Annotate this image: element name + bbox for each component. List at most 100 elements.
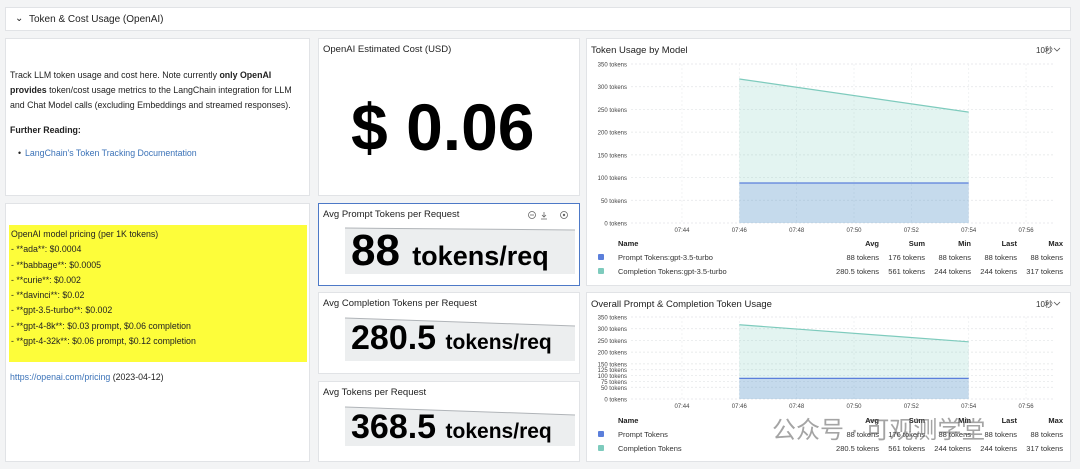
stat-panel[interactable]: Avg Prompt Tokens per Request 88 tokens/… xyxy=(318,203,580,286)
x-tick-label: 07:48 xyxy=(789,228,805,234)
legend-header: Avg xyxy=(865,416,879,425)
sparkline xyxy=(344,406,576,446)
y-tick-label: 250 tokens xyxy=(598,108,627,114)
x-tick-label: 07:54 xyxy=(961,404,977,410)
watermark: 公众号 · 可观测学堂 xyxy=(772,417,986,444)
value: 368.5 xyxy=(351,408,437,446)
legend-stat: 561 tokens xyxy=(888,444,925,453)
unit: tokens/req xyxy=(412,241,549,271)
y-tick-label: 350 tokens xyxy=(598,316,627,322)
pricing-line: - **gpt-4-32k**: $0.06 prompt, $0.12 com… xyxy=(11,336,196,347)
legend-stat: 280.5 tokens xyxy=(836,267,879,276)
pricing-link[interactable]: https://openai.com/pricing xyxy=(10,372,111,382)
legend-header: Max xyxy=(1048,416,1063,425)
sparkline xyxy=(344,317,576,361)
series-line xyxy=(739,78,969,113)
series-area xyxy=(739,378,969,399)
x-tick-label: 07:44 xyxy=(674,404,690,410)
legend-stat: 244 tokens xyxy=(934,267,971,276)
y-tick-label: 350 tokens xyxy=(598,63,627,69)
y-tick-label: 0 tokens xyxy=(604,398,627,404)
chart-panel: Token Usage by Model 10秒 0 tokens 50 tokens… xyxy=(586,38,1071,286)
legend-stat: 88 tokens xyxy=(984,430,1017,439)
stat-value: 280.5 tokens/req xyxy=(351,319,552,358)
bold-text: only OpenAI provides xyxy=(10,70,272,95)
stat-panel: Avg Completion Tokens per Request 280.5 … xyxy=(318,292,580,374)
y-tick-label: 200 tokens xyxy=(598,351,627,357)
legend-stat: 176 tokens xyxy=(888,430,925,439)
legend-stat: 176 tokens xyxy=(888,253,925,262)
legend-stat: 88 tokens xyxy=(846,253,879,262)
x-tick-label: 07:56 xyxy=(1019,228,1035,234)
stat-value: 368.5 tokens/req xyxy=(351,408,552,447)
sparkline xyxy=(344,211,576,274)
text: Track LLM token usage and cost here. Not… xyxy=(10,70,220,80)
x-tick-label: 07:46 xyxy=(732,404,748,410)
value: 88 xyxy=(351,226,400,275)
currency: $ xyxy=(351,90,388,164)
chart: Token Usage by Model 10秒 0 tokens 50 tokens… xyxy=(591,45,1064,276)
row-header[interactable]: ⌄ Token & Cost Usage (OpenAI) xyxy=(5,7,1071,31)
legend-swatch xyxy=(598,254,604,260)
y-tick-label: 300 tokens xyxy=(598,327,627,333)
value: 0.06 xyxy=(406,90,535,164)
stat-value: $ 0.06 xyxy=(351,89,535,165)
panel-title: Avg Tokens per Request xyxy=(323,387,427,398)
legend-header: Min xyxy=(958,416,971,425)
unit: tokens/req xyxy=(445,420,552,443)
value: 280.5 xyxy=(351,319,437,357)
pricing-box: OpenAI model pricing (per 1K tokens) - **… xyxy=(9,225,307,362)
legend-stat: 88 tokens xyxy=(846,430,879,439)
legend-header: Sum xyxy=(909,239,926,248)
pricing-line: - **davinci**: $0.02 xyxy=(11,290,85,301)
pricing-line: - **gpt-4-8k**: $0.03 prompt, $0.06 comp… xyxy=(11,320,191,331)
stat-value: 88 tokens/req xyxy=(351,226,549,276)
y-tick-label: 200 tokens xyxy=(598,131,627,137)
legend-header: Sum xyxy=(909,416,926,425)
legend-header: Min xyxy=(958,239,971,248)
legend-stat: 561 tokens xyxy=(888,267,925,276)
unit: tokens/req xyxy=(445,331,552,354)
legend-swatch xyxy=(598,445,604,451)
stat-panel: Avg Tokens per Request 368.5 tokens/req xyxy=(318,381,580,462)
y-tick-label: 150 tokens xyxy=(598,153,627,159)
y-tick-label: 75 tokens xyxy=(601,380,627,386)
panel-title: Overall Prompt & Completion Token Usage xyxy=(591,299,772,310)
pricing-date: (2023-04-12) xyxy=(112,372,164,382)
x-tick-label: 07:48 xyxy=(789,404,805,410)
chevron xyxy=(1053,47,1061,52)
legend-stat: 280.5 tokens xyxy=(836,444,879,453)
legend-name: Completion Tokens xyxy=(618,444,682,453)
series-area xyxy=(739,324,969,399)
legend-name: Prompt Tokens xyxy=(618,430,668,439)
y-tick-label: 150 tokens xyxy=(598,362,627,368)
panel-title: OpenAI Estimated Cost (USD) xyxy=(323,44,452,55)
stat-panel: OpenAI Estimated Cost (USD) $ 0.06 xyxy=(318,38,580,196)
pricing-line: - **babbage**: $0.0005 xyxy=(11,259,102,270)
x-tick-label: 07:50 xyxy=(846,228,862,234)
y-tick-label: 125 tokens xyxy=(598,368,627,374)
legend-swatch xyxy=(598,431,604,437)
x-tick-label: 07:46 xyxy=(732,228,748,234)
legend-header: Last xyxy=(1002,416,1018,425)
pricing-line: - **curie**: $0.002 xyxy=(11,274,81,285)
y-tick-label: 50 tokens xyxy=(601,386,627,392)
legend-stat: 88 tokens xyxy=(984,253,1017,262)
legend-stat: 88 tokens xyxy=(938,430,971,439)
legend-swatch xyxy=(598,268,604,274)
doc-link[interactable]: LangChain's Token Tracking Documentation xyxy=(25,148,197,158)
y-tick-label: 0 tokens xyxy=(604,222,627,228)
intro-text: Track LLM token usage and cost here. Not… xyxy=(10,68,308,113)
refresh-picker: 10秒 xyxy=(1036,299,1053,309)
legend-stat: 317 tokens xyxy=(1026,444,1063,453)
legend-stat: 244 tokens xyxy=(980,444,1017,453)
y-tick-label: 50 tokens xyxy=(601,199,627,205)
series-line xyxy=(739,324,969,343)
y-tick-label: 250 tokens xyxy=(598,339,627,345)
panel-title: Token Usage by Model xyxy=(591,45,688,56)
x-tick-label: 07:54 xyxy=(961,228,977,234)
row-title: Token & Cost Usage (OpenAI) xyxy=(29,14,164,25)
pricing-source: https://openai.com/pricing (2023-04-12) xyxy=(10,372,164,382)
chevron xyxy=(1053,301,1061,306)
